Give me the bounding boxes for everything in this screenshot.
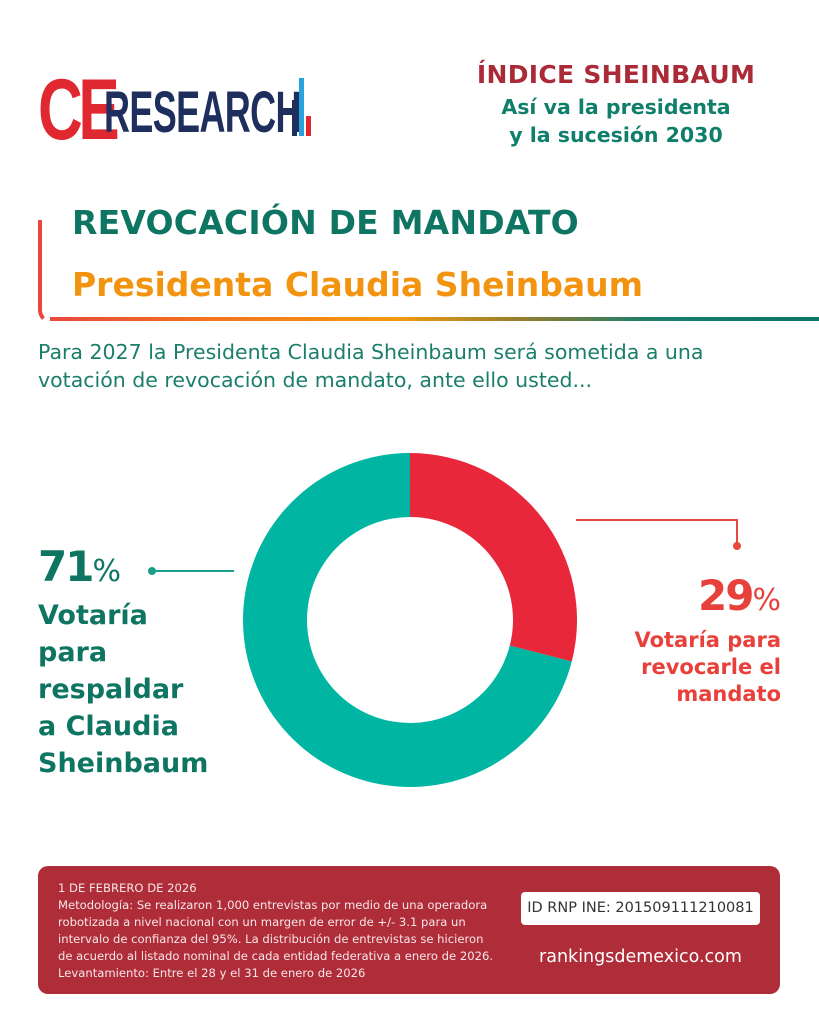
section-subject: Presidenta Claudia Sheinbaum — [72, 265, 644, 304]
revoke-leader-line — [576, 519, 738, 545]
rnp-id-badge: ID RNP INE: 201509111210081 — [521, 892, 760, 925]
index-subtitle: Así va la presidenta y la sucesión 2030 — [451, 93, 781, 149]
support-text: Votaría para respaldar a Claudia Sheinba… — [38, 600, 209, 779]
support-label: 71% Votaría para respaldar a Claudia She… — [38, 542, 248, 782]
title-gradient-underline — [50, 317, 819, 321]
donut-slice-revoke — [410, 453, 578, 662]
methodology-text: Metodología: Se realizaron 1,000 entrevi… — [58, 898, 494, 963]
index-subtitle-line2: y la sucesión 2030 — [509, 123, 723, 147]
donut-slice-support — [243, 453, 572, 788]
index-subtitle-line1: Así va la presidenta — [501, 95, 731, 119]
survey-question: Para 2027 la Presidenta Claudia Sheinbau… — [38, 340, 704, 392]
logo-ce: CE — [38, 62, 120, 158]
support-percent: 71% — [38, 542, 121, 591]
bar-chart-icon — [292, 78, 312, 136]
logo-research: RESEARCH — [104, 80, 301, 145]
index-title: ÍNDICE SHEINBAUM — [476, 60, 756, 89]
methodology-block: 1 DE FEBRERO DE 2026 Metodología: Se rea… — [58, 880, 498, 982]
footer-panel — [38, 866, 780, 994]
fieldwork-dates: Levantamiento: Entre el 28 y el 31 de en… — [58, 966, 366, 980]
ce-research-logo: CE RESEARCH — [38, 62, 318, 158]
revoke-leader-dot — [733, 542, 741, 550]
revoke-percent: 29% — [698, 571, 781, 620]
survey-date: 1 DE FEBRERO DE 2026 — [58, 881, 197, 895]
website-link[interactable]: rankingsdemexico.com — [539, 947, 742, 967]
revoke-text: Votaría para revocarle el mandato — [634, 628, 781, 706]
title-frame-accent — [38, 220, 819, 324]
section-title: REVOCACIÓN DE MANDATO — [72, 203, 579, 242]
revoke-label: 29% Votaría para revocarle el mandato — [571, 570, 781, 708]
